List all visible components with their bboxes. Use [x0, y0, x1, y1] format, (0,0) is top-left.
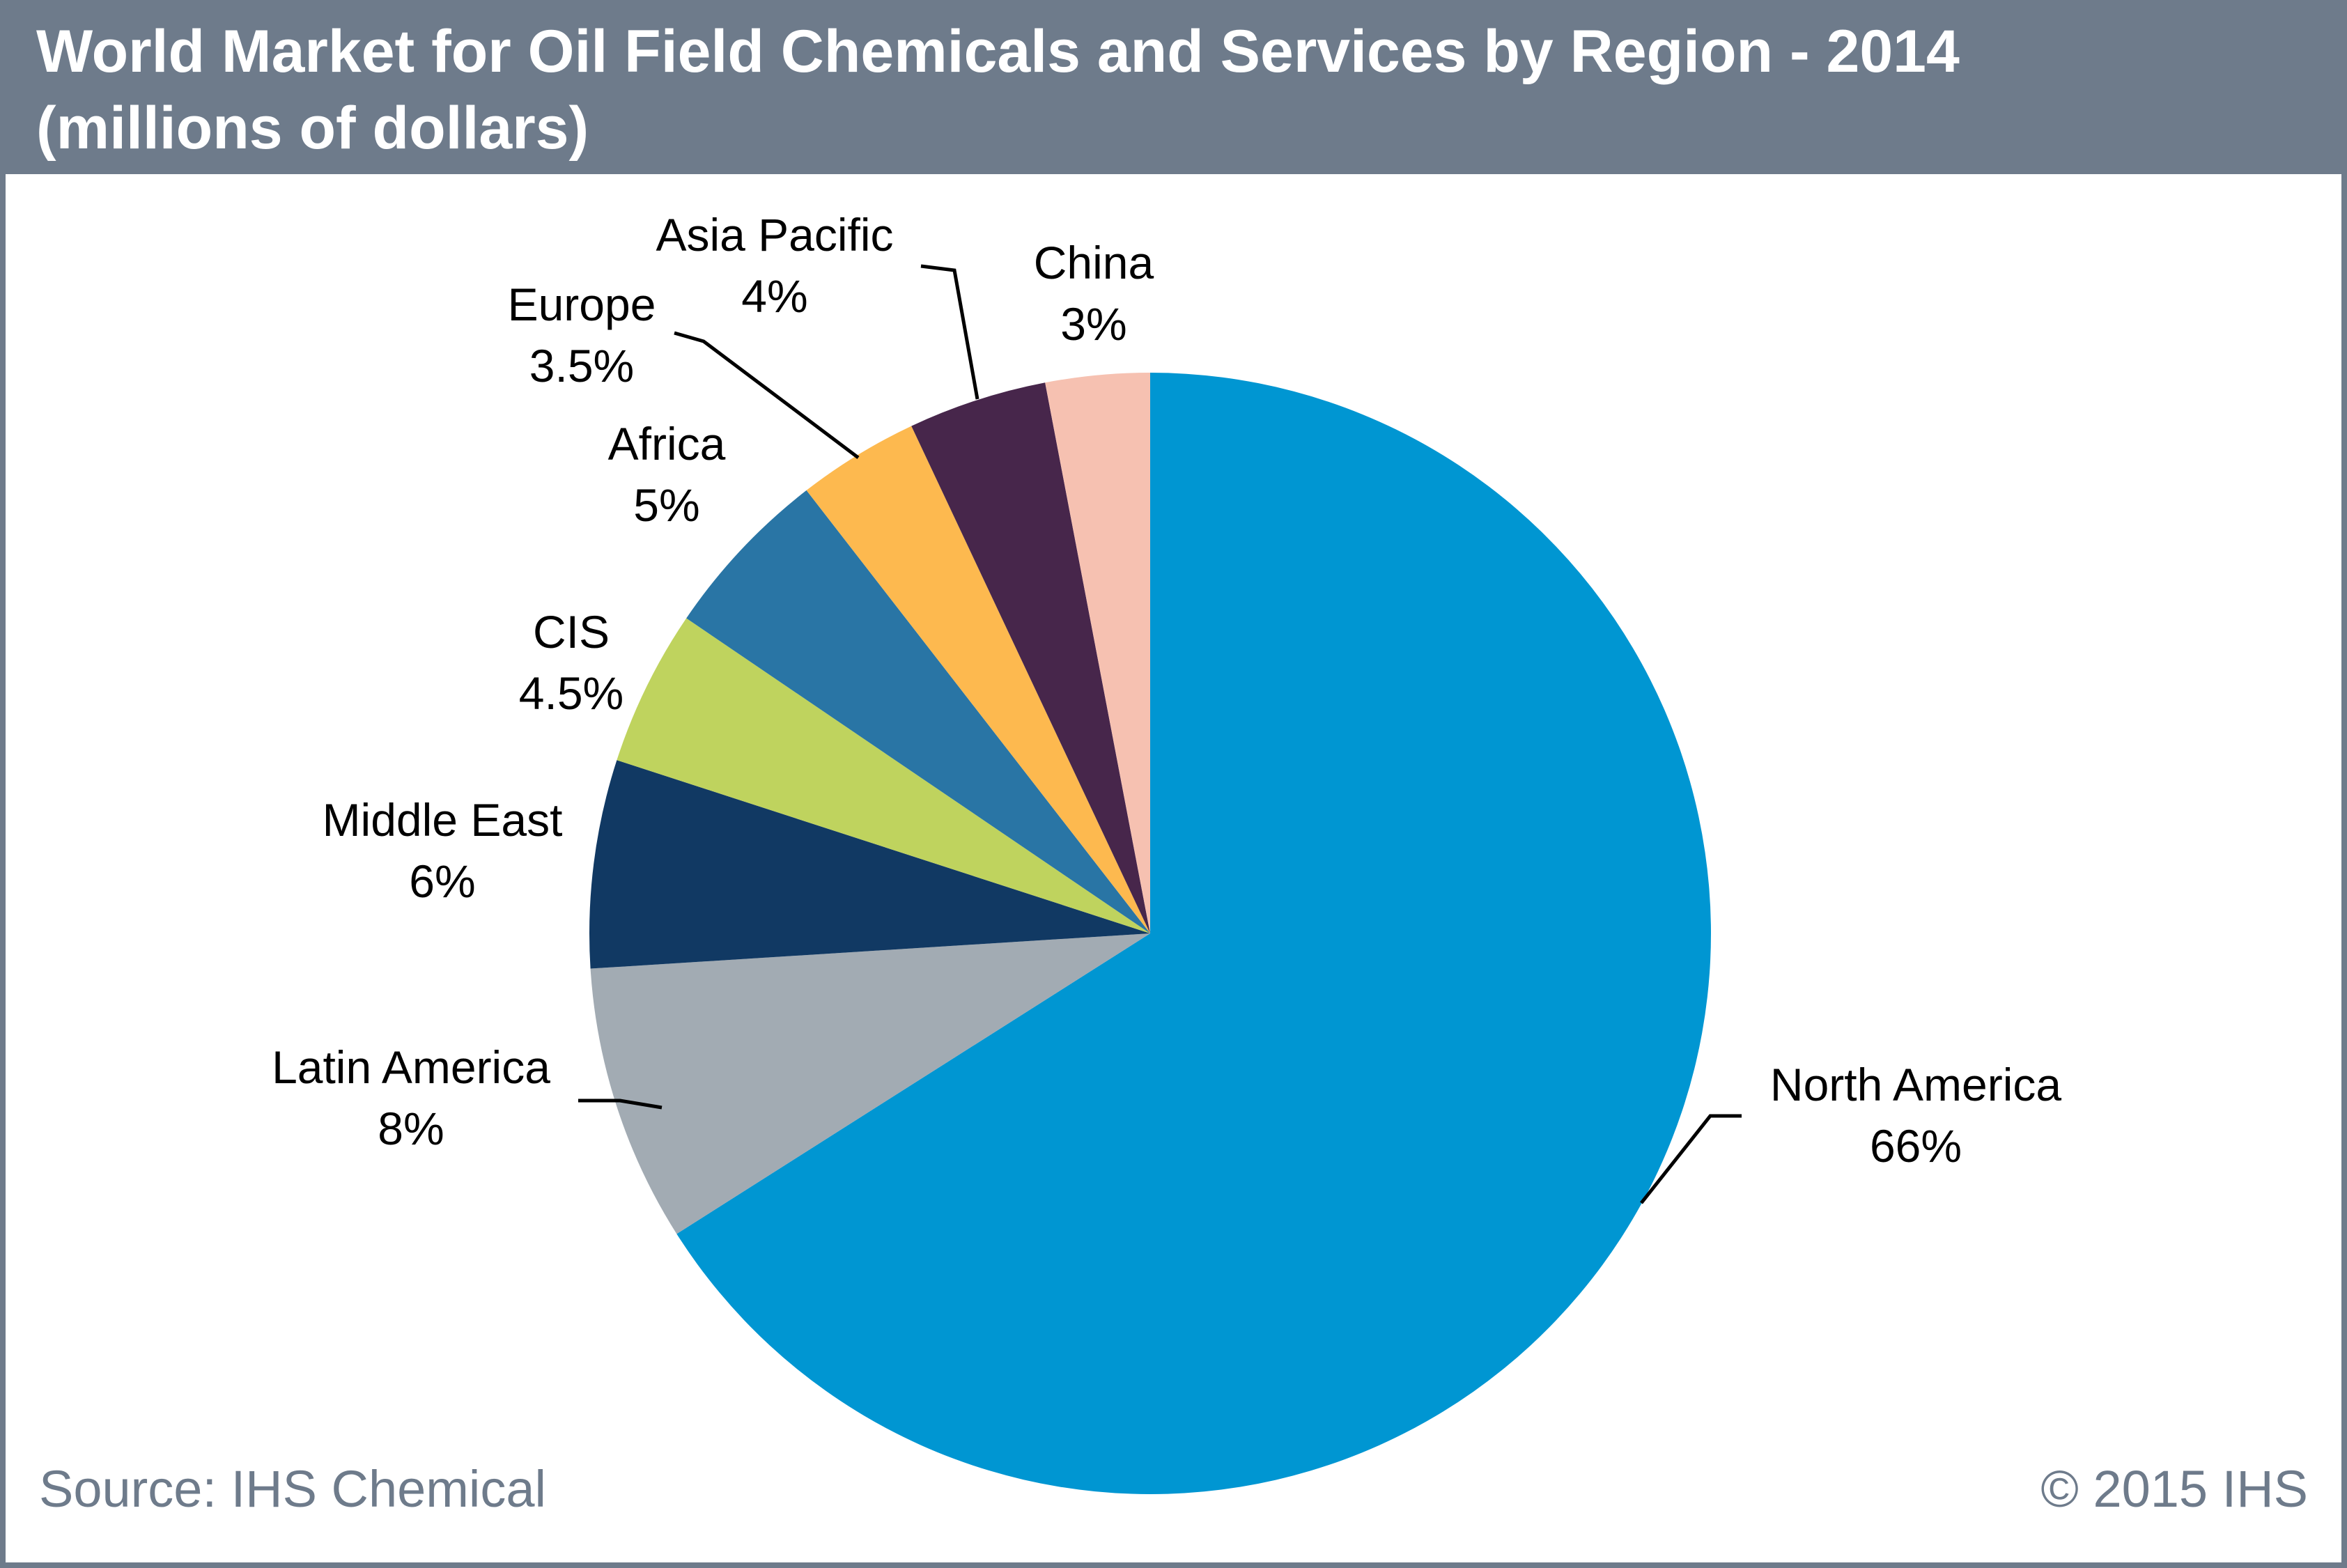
slice-value-middle-east: 6%: [409, 855, 475, 907]
pie-slice-latin-america: [590, 933, 1150, 1234]
copyright-note: © 2015 IHS: [2040, 1460, 2308, 1518]
slice-name-cis: CIS: [533, 606, 610, 658]
title-bar: World Market for Oil Field Chemicals and…: [0, 0, 2347, 174]
slice-name-africa: Africa: [608, 418, 726, 469]
slice-value-europe: 3.5%: [529, 340, 634, 391]
slice-name-asia-pacific: Asia Pacific: [656, 209, 893, 261]
pie-slice-china: [1045, 373, 1150, 933]
slice-value-asia-pacific: 4%: [741, 270, 807, 322]
slice-name-north-america: North America: [1770, 1059, 2061, 1110]
chart-title: World Market for Oil Field Chemicals and…: [36, 18, 1960, 85]
pie-slice-cis: [617, 618, 1150, 933]
leader-line-europe: [674, 331, 860, 459]
pie-slice-asia-pacific: [911, 382, 1150, 933]
slice-labels: North America 66% Latin America 8% Middle Ea…: [272, 209, 2061, 1172]
slice-name-middle-east: Middle East: [323, 794, 563, 846]
slice-value-cis: 4.5%: [519, 667, 623, 719]
pie-slice-north-america: [676, 373, 1712, 1494]
leader-line-north-america: [1640, 1114, 1742, 1204]
pie-slice-africa: [686, 490, 1150, 933]
leader-line-latin-america: [578, 1099, 663, 1110]
pie-slices: [589, 373, 1712, 1494]
source-note: Source: IHS Chemical: [39, 1460, 546, 1518]
slice-name-latin-america: Latin America: [272, 1041, 550, 1093]
leader-lines: [578, 264, 1742, 1204]
slice-value-latin-america: 8%: [378, 1103, 444, 1154]
slice-value-china: 3%: [1060, 298, 1126, 350]
slice-name-china: China: [1034, 237, 1154, 288]
chart-subtitle: (millions of dollars): [36, 95, 589, 162]
pie-slice-europe: [806, 426, 1150, 933]
slice-value-africa: 5%: [633, 479, 699, 531]
slice-value-north-america: 66%: [1870, 1120, 1962, 1172]
slice-name-europe: Europe: [508, 279, 656, 330]
pie-slice-middle-east: [589, 760, 1150, 969]
leader-line-asia-pacific: [920, 264, 979, 400]
